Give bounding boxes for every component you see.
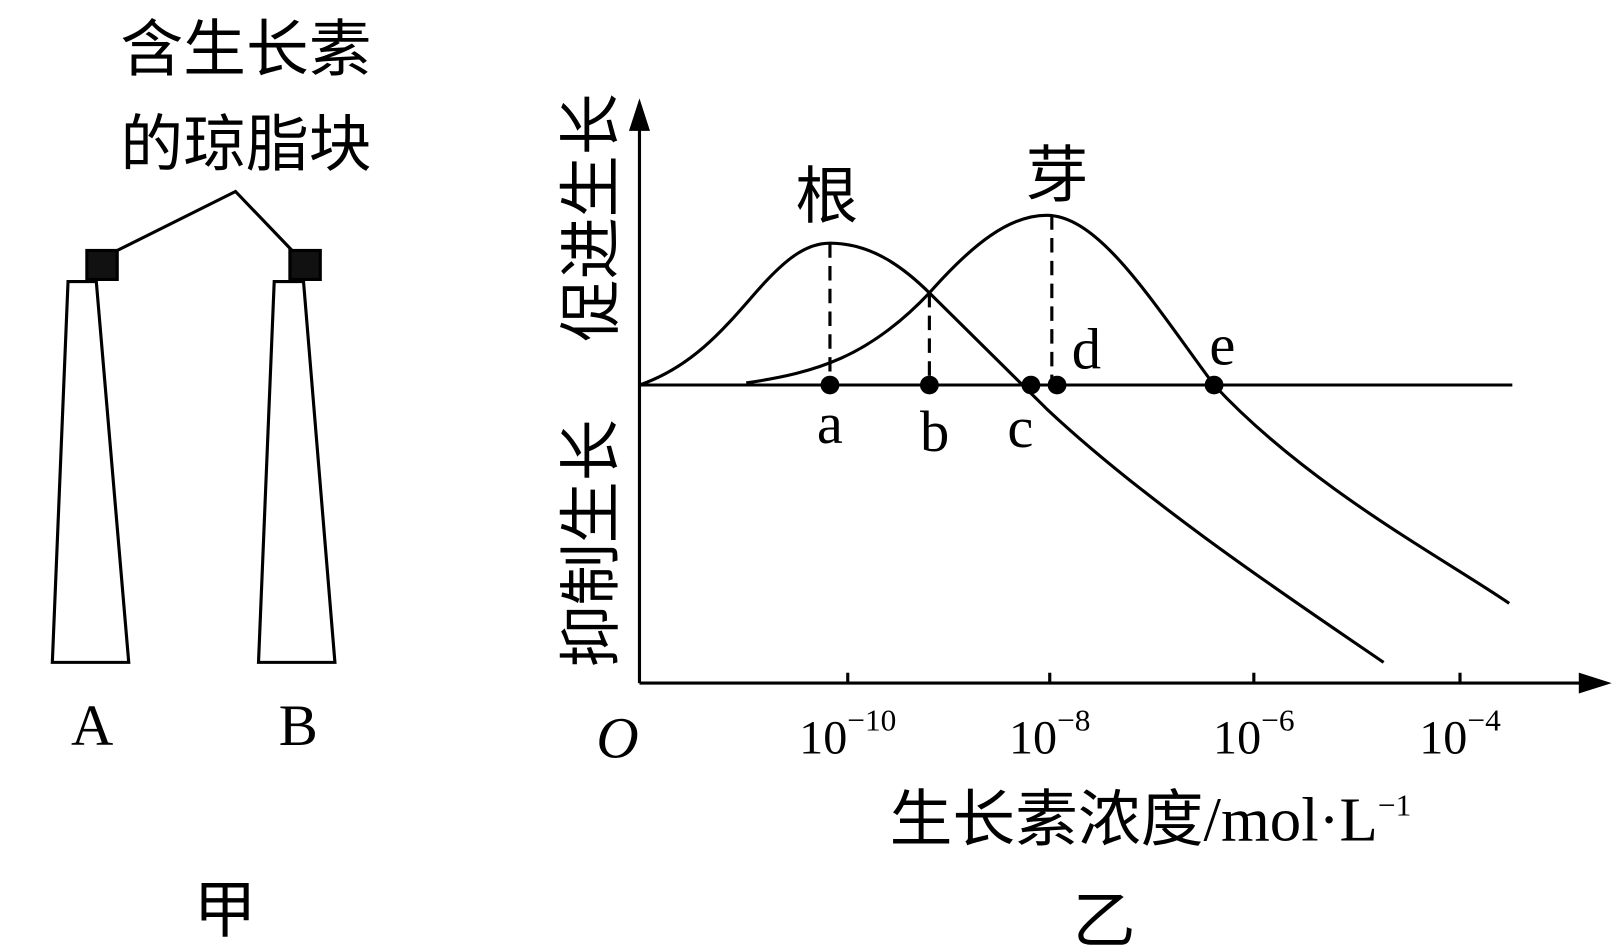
- curve-label: 芽: [1026, 141, 1089, 211]
- point-label: d: [1072, 317, 1101, 382]
- x-tick-label: 10−4: [1419, 703, 1501, 765]
- block-label: 含生长素: [120, 15, 371, 85]
- panel-a: [50, 189, 337, 664]
- tick-labels: 10−10 10−8 10−6 10−4: [799, 703, 1501, 765]
- arrow: [1578, 672, 1612, 694]
- bud-curve: [745, 213, 1511, 605]
- point: [1047, 375, 1067, 395]
- block-label: 的琼脂块: [120, 110, 371, 180]
- tick-exp: −4: [1467, 703, 1501, 738]
- tick-exp: −10: [847, 703, 896, 738]
- x-tick-label: 10−6: [1213, 703, 1295, 765]
- panel-b: [628, 98, 1612, 694]
- dashed-lines: [828, 215, 1054, 386]
- point-label: e: [1209, 313, 1235, 378]
- stem: [256, 279, 337, 664]
- point-label: b: [920, 400, 949, 465]
- tick-base: 10: [1213, 712, 1261, 765]
- stem-label: B: [279, 693, 318, 758]
- agar-block: [85, 248, 119, 281]
- stem: [50, 279, 131, 664]
- agar-block: [288, 248, 322, 281]
- point: [919, 375, 939, 395]
- caption: 甲: [194, 876, 257, 946]
- caption: 乙: [1073, 886, 1136, 947]
- x-axis-label-exp: −1: [1378, 788, 1411, 823]
- curve-label: 根: [795, 162, 858, 232]
- tick-base: 10: [1419, 712, 1467, 765]
- stem-label: A: [71, 693, 113, 758]
- x-tick-label: 10−8: [1009, 703, 1091, 765]
- point: [820, 375, 840, 395]
- tick-base: 10: [799, 712, 847, 765]
- point: [1204, 375, 1224, 395]
- x-tick-label: 10−10: [799, 703, 896, 765]
- tick-exp: −6: [1261, 703, 1294, 738]
- y-label-down: 抑制生长: [556, 419, 626, 667]
- tick-base: 10: [1009, 712, 1057, 765]
- point: [1021, 375, 1041, 395]
- point-label: c: [1007, 395, 1033, 460]
- tick-exp: −8: [1057, 703, 1090, 738]
- y-label-up: 促进生长: [556, 93, 626, 341]
- x-axis-label-text: 生长素浓度/mol·L: [890, 785, 1378, 855]
- x-axis-label: 生长素浓度/mol·L−1: [890, 785, 1412, 855]
- point-label: a: [817, 391, 843, 456]
- arrow: [628, 98, 650, 131]
- pointer-line: [114, 189, 295, 253]
- origin: O: [596, 706, 638, 771]
